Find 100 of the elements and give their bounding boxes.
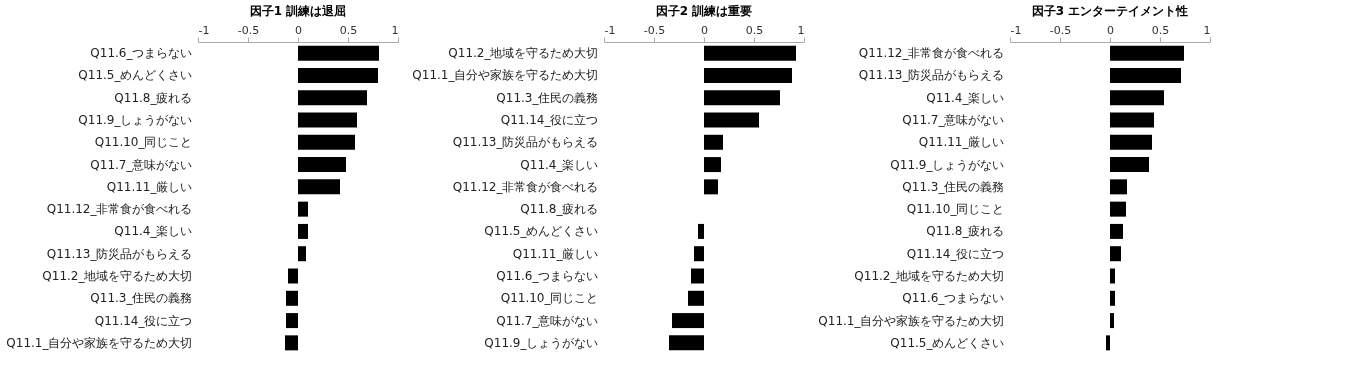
y-tick-label: Q11.2_地域を守るため大切 bbox=[854, 269, 1005, 283]
y-tick-label: Q11.7_意味がない bbox=[902, 113, 1005, 127]
x-tick-label: -0.5 bbox=[237, 23, 260, 37]
bar bbox=[1110, 246, 1121, 262]
y-tick-label: Q11.6_つまらない bbox=[496, 269, 599, 283]
y-tick-label: Q11.3_住民の義務 bbox=[90, 291, 193, 306]
bar bbox=[298, 223, 308, 239]
y-tick-label: Q11.13_防災品がもらえる bbox=[858, 68, 1005, 83]
bar bbox=[1110, 157, 1149, 173]
bar bbox=[691, 268, 704, 284]
bar bbox=[704, 157, 721, 173]
y-tick-label: Q11.10_同じこと bbox=[500, 291, 599, 306]
chart-title: 因子3 エンターテイメント性 bbox=[1031, 4, 1189, 18]
y-tick-label: Q11.4_楽しい bbox=[926, 90, 1005, 105]
x-tick-label: -1 bbox=[198, 23, 210, 37]
bar bbox=[298, 157, 346, 173]
bar bbox=[669, 335, 704, 351]
y-tick-label: Q11.11_厳しい bbox=[106, 179, 193, 194]
y-tick-label: Q11.5_めんどくさい bbox=[78, 68, 193, 83]
bar bbox=[1110, 268, 1115, 284]
bar bbox=[286, 290, 298, 306]
bar bbox=[672, 313, 704, 329]
y-tick-label: Q11.1_自分や家族を守るため大切 bbox=[6, 335, 193, 350]
bar bbox=[1110, 313, 1114, 329]
bar bbox=[694, 246, 704, 262]
x-tick-label: -0.5 bbox=[643, 23, 666, 37]
y-tick-label: Q11.1_自分や家族を守るため大切 bbox=[818, 313, 1005, 328]
bar bbox=[704, 45, 796, 61]
y-tick-label: Q11.14_役に立つ bbox=[906, 246, 1005, 261]
bar bbox=[298, 90, 367, 106]
x-tick-label: 0 bbox=[701, 23, 708, 37]
y-tick-label: Q11.5_めんどくさい bbox=[484, 224, 599, 239]
x-tick-label: -1 bbox=[604, 23, 616, 37]
bar bbox=[704, 112, 759, 128]
y-tick-label: Q11.12_非常食が食べれる bbox=[858, 46, 1005, 61]
y-tick-label: Q11.1_自分や家族を守るため大切 bbox=[412, 68, 599, 83]
bar bbox=[688, 290, 704, 306]
bar bbox=[1110, 45, 1184, 61]
y-tick-label: Q11.8_疲れる bbox=[520, 202, 599, 217]
chart-title: 因子2 訓練は重要 bbox=[655, 4, 753, 18]
y-tick-label: Q11.7_意味がない bbox=[90, 157, 193, 172]
y-tick-label: Q11.9_しょうがない bbox=[890, 157, 1005, 172]
bar bbox=[298, 179, 340, 195]
y-tick-label: Q11.6_つまらない bbox=[90, 46, 193, 61]
y-tick-label: Q11.14_役に立つ bbox=[94, 313, 193, 328]
x-tick-label: 0.5 bbox=[1151, 23, 1170, 37]
y-tick-label: Q11.3_住民の義務 bbox=[902, 179, 1005, 194]
bar bbox=[298, 246, 306, 262]
y-tick-label: Q11.9_しょうがない bbox=[484, 335, 599, 350]
bar bbox=[1110, 112, 1154, 128]
bar bbox=[704, 67, 792, 83]
bar bbox=[1110, 223, 1123, 239]
y-tick-label: Q11.13_防災品がもらえる bbox=[46, 246, 193, 261]
y-tick-label: Q11.6_つまらない bbox=[902, 291, 1005, 306]
y-tick-label: Q11.4_楽しい bbox=[520, 157, 599, 172]
y-tick-label: Q11.2_地域を守るため大切 bbox=[42, 269, 193, 283]
bar bbox=[1110, 179, 1127, 195]
x-tick-label: 0 bbox=[1107, 23, 1114, 37]
bar bbox=[288, 268, 298, 284]
y-tick-label: Q11.10_同じこと bbox=[906, 202, 1005, 217]
bar bbox=[285, 335, 298, 351]
y-tick-label: Q11.2_地域を守るため大切 bbox=[448, 46, 599, 61]
y-tick-label: Q11.4_楽しい bbox=[114, 224, 193, 239]
y-tick-label: Q11.3_住民の義務 bbox=[496, 90, 599, 105]
y-tick-label: Q11.11_厳しい bbox=[918, 135, 1005, 150]
x-tick-label: 1 bbox=[391, 23, 399, 37]
bar bbox=[1110, 90, 1164, 106]
bar bbox=[1110, 201, 1126, 217]
bar bbox=[298, 201, 308, 217]
y-tick-label: Q11.8_疲れる bbox=[926, 224, 1005, 239]
bar bbox=[286, 313, 298, 329]
chart-title: 因子1 訓練は退屈 bbox=[249, 4, 347, 18]
x-tick-label: 1 bbox=[797, 23, 805, 37]
x-tick-label: -0.5 bbox=[1049, 23, 1072, 37]
y-tick-label: Q11.13_防災品がもらえる bbox=[452, 135, 599, 150]
bar bbox=[1110, 134, 1152, 150]
bar bbox=[298, 45, 379, 61]
x-tick-label: 1 bbox=[1203, 23, 1211, 37]
bar bbox=[704, 134, 723, 150]
y-tick-label: Q11.12_非常食が食べれる bbox=[452, 179, 599, 194]
y-tick-label: Q11.7_意味がない bbox=[496, 313, 599, 328]
y-tick-label: Q11.12_非常食が食べれる bbox=[46, 202, 193, 217]
y-tick-label: Q11.10_同じこと bbox=[94, 135, 193, 150]
bar bbox=[1110, 67, 1181, 83]
y-tick-label: Q11.5_めんどくさい bbox=[890, 335, 1005, 350]
y-tick-label: Q11.9_しょうがない bbox=[78, 113, 193, 127]
bar bbox=[704, 90, 780, 106]
bar bbox=[698, 223, 704, 239]
x-tick-label: -1 bbox=[1010, 23, 1022, 37]
bar bbox=[298, 134, 355, 150]
bar bbox=[1106, 335, 1110, 351]
bar bbox=[298, 112, 357, 128]
bar bbox=[298, 67, 378, 83]
x-tick-label: 0.5 bbox=[339, 23, 358, 37]
bar bbox=[704, 179, 718, 195]
x-tick-label: 0.5 bbox=[745, 23, 764, 37]
x-tick-label: 0 bbox=[295, 23, 302, 37]
bar bbox=[1110, 290, 1115, 306]
y-tick-label: Q11.14_役に立つ bbox=[500, 113, 599, 127]
y-tick-label: Q11.8_疲れる bbox=[114, 90, 193, 105]
